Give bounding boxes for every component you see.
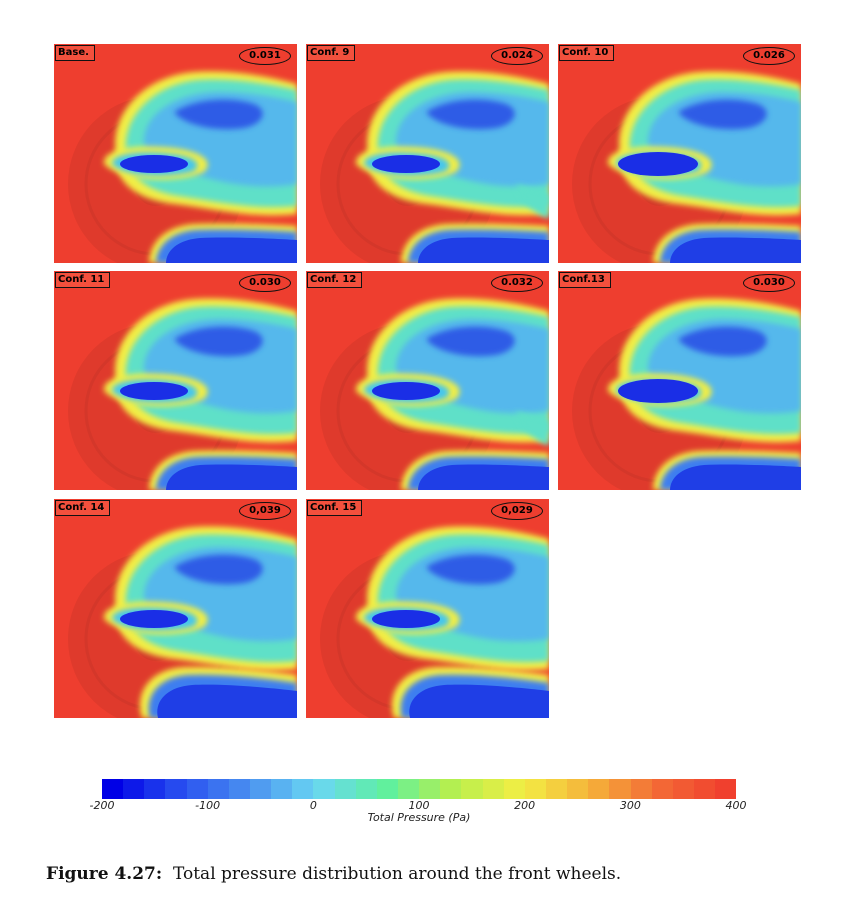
- colorbar-segment: [672, 779, 694, 799]
- colorbar-segment: [249, 779, 272, 799]
- colorbar-title: Total Pressure (Pa): [367, 811, 471, 824]
- colorbar-tick-label: -200: [89, 799, 115, 812]
- pressure-contour-plot: [306, 44, 549, 263]
- pressure-contour-plot: [54, 44, 297, 263]
- colorbar-segment: [609, 779, 631, 799]
- colorbar-segment: [165, 779, 187, 799]
- panel-6: Conf.13 0.030: [558, 271, 801, 490]
- colorbar-segment: [313, 779, 335, 799]
- panel-label: Conf. 9: [307, 45, 356, 61]
- panel-label: Conf.13: [559, 272, 611, 288]
- colorbar-segment: [567, 779, 589, 799]
- panel-label: Conf. 14: [55, 500, 111, 516]
- colorbar-segment: [271, 779, 293, 799]
- panel-value: 0.024: [491, 47, 543, 65]
- colorbar-segment: [545, 779, 568, 799]
- pressure-contour-plot: [306, 499, 549, 718]
- panel-value: 0.031: [239, 47, 291, 65]
- panel-8: Conf. 15 0,029: [306, 499, 549, 718]
- panel-label: Conf. 11: [55, 272, 111, 288]
- panel-value: 0.030: [239, 274, 291, 292]
- caption-label: Figure 4.27:: [46, 864, 163, 884]
- colorbar-segment: [228, 779, 250, 799]
- colorbar-tick-label: 100: [408, 799, 430, 812]
- panel-1: Base. 0.031: [54, 44, 297, 263]
- colorbar-segment: [440, 779, 462, 799]
- colorbar-segment: [144, 779, 166, 799]
- colorbar-tick-label: 300: [619, 799, 641, 812]
- panel-2: Conf. 9 0.024: [306, 44, 549, 263]
- panel-4: Conf. 11 0.030: [54, 271, 297, 490]
- pressure-contour-plot: [558, 44, 801, 263]
- colorbar: [102, 779, 737, 799]
- pressure-contour-plot: [54, 271, 297, 490]
- colorbar-segment: [123, 779, 145, 799]
- panel-7: Conf. 14 0,039: [54, 499, 297, 718]
- colorbar-segment: [693, 779, 716, 799]
- colorbar-tick-label: -100: [195, 799, 221, 812]
- colorbar-segment: [334, 779, 356, 799]
- panel-value: 0,039: [239, 502, 291, 520]
- colorbar-tick-label: 0: [309, 799, 317, 812]
- colorbar-segment: [186, 779, 208, 799]
- colorbar-segment: [355, 779, 377, 799]
- colorbar-segment: [419, 779, 441, 799]
- colorbar-tick-label: 400: [725, 799, 747, 812]
- panel-label: Conf. 15: [307, 500, 363, 516]
- pressure-contour-plot: [558, 271, 801, 490]
- colorbar-segment: [524, 779, 546, 799]
- pressure-contour-plot: [54, 499, 297, 718]
- panel-label: Conf. 12: [307, 272, 363, 288]
- colorbar-segment: [376, 779, 398, 799]
- panel-value: 0.030: [743, 274, 795, 292]
- panel-value: 0.032: [491, 274, 543, 292]
- panel-label: Base.: [55, 45, 95, 61]
- figure-caption: Figure 4.27: Total pressure distribution…: [46, 864, 621, 884]
- colorbar-segment: [292, 779, 314, 799]
- caption-text: Total pressure distribution around the f…: [172, 864, 622, 884]
- panel-3: Conf. 10 0.026: [558, 44, 801, 263]
- pressure-contour-plot: [306, 271, 549, 490]
- colorbar-tick-label: 200: [514, 799, 536, 812]
- colorbar-segment: [651, 779, 673, 799]
- colorbar-segment: [461, 779, 483, 799]
- panel-5: Conf. 12 0.032: [306, 271, 549, 490]
- panel-value: 0,029: [491, 502, 543, 520]
- panel-value: 0.026: [743, 47, 795, 65]
- colorbar-segment: [102, 779, 124, 799]
- panel-label: Conf. 10: [559, 45, 615, 61]
- colorbar-segment: [715, 779, 737, 799]
- colorbar-segment: [207, 779, 229, 799]
- colorbar-segment: [630, 779, 652, 799]
- colorbar-segment: [588, 779, 610, 799]
- colorbar-segment: [397, 779, 420, 799]
- colorbar-segment: [503, 779, 525, 799]
- colorbar-segment: [482, 779, 504, 799]
